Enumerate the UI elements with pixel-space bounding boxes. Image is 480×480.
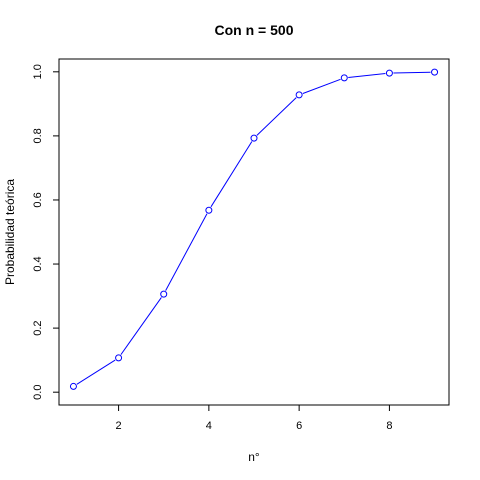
x-axis: 2 4 6 8 (116, 405, 392, 432)
x-tick-label: 8 (386, 420, 392, 432)
data-point (431, 68, 439, 76)
data-point (205, 206, 213, 214)
chart-title: Con n = 500 (215, 22, 294, 38)
series-line-segment (302, 78, 341, 94)
x-tick-label: 2 (116, 420, 122, 432)
series-line-segment (393, 71, 431, 74)
series-layer (69, 68, 439, 390)
data-point (385, 69, 393, 77)
series-line-segment (348, 73, 386, 78)
x-tick-label: 6 (296, 420, 302, 432)
series-line-segment (120, 297, 162, 355)
data-point (295, 91, 303, 99)
data-point (115, 354, 123, 362)
data-point (160, 290, 168, 298)
data-point (69, 382, 77, 390)
data-point (250, 134, 258, 142)
series-line-segment (256, 97, 297, 136)
x-tick-label: 4 (206, 420, 212, 432)
series-line-segment (210, 141, 253, 208)
y-axis: 0.0 0.2 0.4 0.6 0.8 1.0 (32, 64, 59, 400)
y-tick-label: 0.6 (32, 192, 44, 207)
x-axis-label: n° (248, 450, 260, 464)
y-tick-label: 0.2 (32, 320, 44, 335)
y-tick-label: 0.4 (32, 256, 44, 271)
series-line-segment (76, 359, 116, 385)
data-point (340, 74, 348, 82)
y-tick-label: 0.8 (32, 128, 44, 143)
plot-frame (58, 58, 450, 406)
y-axis-label: Probabilidad teórica (3, 179, 17, 285)
y-tick-label: 1.0 (32, 64, 44, 79)
series-line-segment (165, 213, 208, 291)
y-tick-label: 0.0 (32, 385, 44, 400)
